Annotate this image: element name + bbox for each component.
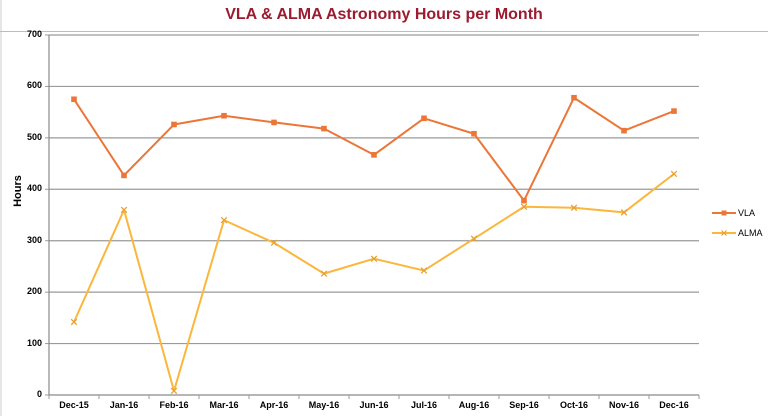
data-point-square: [621, 127, 627, 134]
data-point-x: [670, 170, 678, 178]
y-tick-label: 400: [26, 183, 42, 194]
data-point-x: [570, 204, 578, 212]
y-tick-label: 600: [26, 80, 42, 91]
x-tick-label: Jul-16: [410, 400, 437, 410]
data-point-x: [620, 209, 628, 216]
data-point-square: [171, 121, 177, 128]
vla-line-square-icon: [712, 210, 736, 216]
data-point-square: [671, 108, 677, 114]
legend-label-vla: VLA: [738, 208, 756, 218]
data-point-square: [521, 197, 527, 204]
data-point-x: [120, 206, 128, 214]
data-point-square: [271, 119, 277, 126]
data-point-square: [121, 172, 127, 179]
x-tick-label: May-16: [308, 400, 340, 410]
series-line-alma: [73, 173, 675, 392]
y-tick-label: 200: [26, 286, 42, 297]
data-point-x: [420, 267, 428, 274]
x-tick-label: Dec-15: [59, 400, 89, 410]
data-point-square: [571, 94, 577, 101]
y-tick-label: 700: [26, 29, 42, 39]
data-point-x: [370, 255, 378, 262]
data-point-x: [70, 318, 78, 326]
data-point-x: [270, 239, 278, 247]
data-point-square: [471, 130, 477, 137]
data-point-x: [170, 387, 178, 395]
y-tick-label: 0: [36, 389, 42, 399]
data-point-square: [321, 125, 327, 132]
x-tick-label: Aug-16: [458, 400, 490, 410]
x-tick-label: Jun-16: [359, 400, 389, 410]
data-point-square: [421, 115, 427, 122]
x-tick-label: Sep-16: [509, 400, 539, 410]
y-tick-label: 300: [26, 234, 42, 245]
legend-label-alma: ALMA: [738, 228, 763, 238]
data-point-square: [71, 96, 77, 103]
x-tick-label: Jan-16: [109, 400, 139, 410]
data-point-x: [220, 216, 228, 224]
chart-title: VLA & ALMA Astronomy Hours per Month: [225, 6, 543, 23]
data-point-square: [371, 152, 377, 158]
data-point-square: [221, 112, 227, 119]
alma-line-x-icon: [712, 230, 736, 236]
x-tick-label: Apr-16: [259, 400, 289, 410]
legend: VLA ALMA: [712, 203, 763, 243]
data-point-x: [470, 235, 478, 242]
frame-edge: [0, 0, 2, 416]
legend-item-alma: ALMA: [712, 223, 763, 243]
x-tick-label: Nov-16: [608, 400, 639, 410]
x-tick-label: Mar-16: [209, 400, 239, 410]
title-divider: [0, 31, 768, 32]
legend-item-vla: VLA: [712, 203, 763, 223]
y-tick-label: 100: [26, 337, 42, 348]
x-tick-label: Feb-16: [159, 400, 189, 410]
x-tick-label: Dec-16: [659, 400, 689, 410]
data-point-x: [320, 270, 328, 277]
y-tick-label: 500: [26, 131, 42, 142]
x-tick-label: Oct-16: [559, 400, 588, 410]
data-point-x: [520, 203, 528, 211]
series-line-vla: [73, 96, 675, 202]
